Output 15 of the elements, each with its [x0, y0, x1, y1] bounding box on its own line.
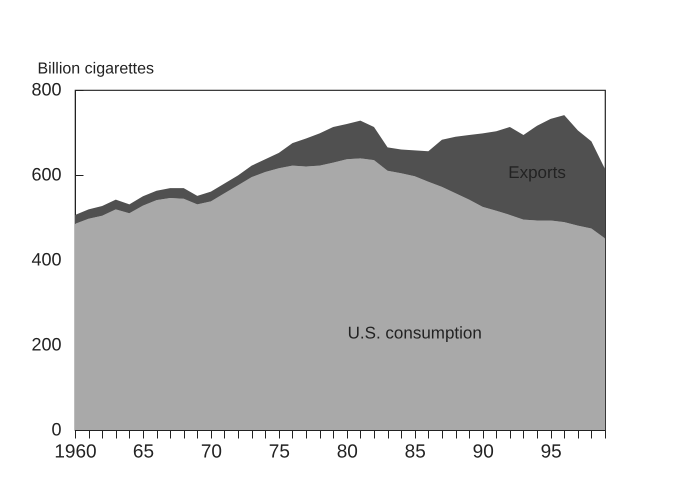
x-tick-label: 1960 [54, 442, 97, 462]
y-tick-label: 0 [51, 420, 62, 440]
series-label: U.S. consumption [348, 324, 482, 343]
x-tick-label: 80 [336, 442, 358, 462]
x-tick-label: 85 [404, 442, 426, 462]
y-tick-label: 400 [31, 250, 62, 270]
y-tick-label: 200 [31, 334, 62, 354]
x-tick-label: 90 [472, 442, 494, 462]
x-tick-label: 95 [540, 442, 562, 462]
y-tick-label: 600 [31, 164, 62, 184]
y-axis-title: Billion cigarettes [38, 60, 154, 78]
x-tick-label: 70 [200, 442, 222, 462]
x-tick-label: 65 [132, 442, 154, 462]
x-tick-label: 75 [268, 442, 290, 462]
y-tick-label: 800 [31, 80, 62, 100]
